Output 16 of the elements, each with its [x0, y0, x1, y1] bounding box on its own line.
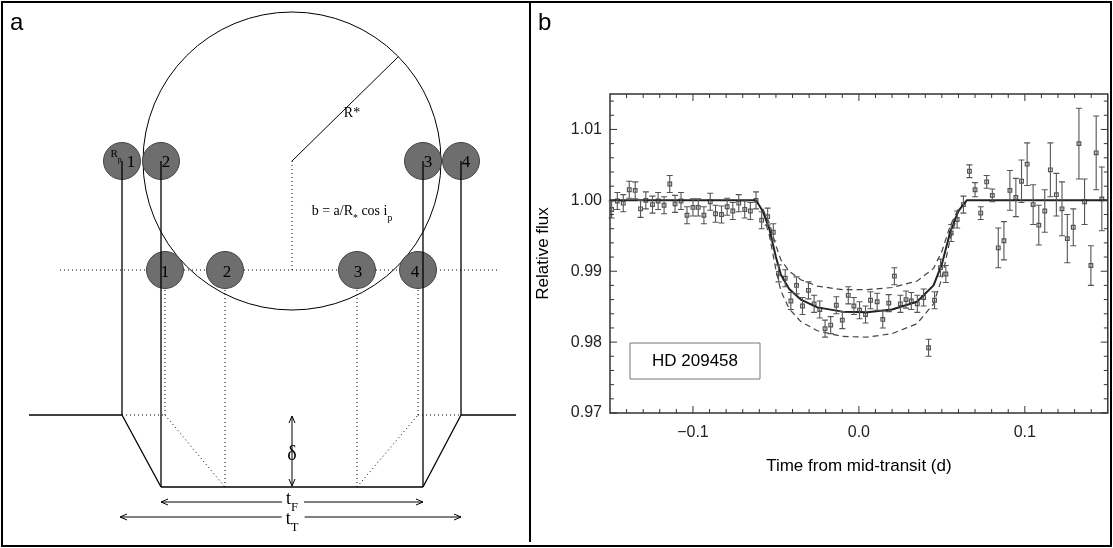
x-axis-title: Time from mid-transit (d) [766, 456, 952, 475]
line-series [762, 208, 960, 291]
text: a [10, 8, 24, 35]
y-tick-label: 0.99 [570, 261, 603, 279]
annotation: HD 209458 [651, 350, 739, 370]
y-tick-label: 0.97 [570, 403, 603, 421]
text: R* [343, 105, 361, 120]
y-tick-label: 1.01 [570, 119, 603, 137]
x-tick-label: −0.1 [677, 423, 709, 441]
chart-title: b [538, 8, 552, 35]
y-tick-label: 0.98 [570, 332, 603, 350]
x-tick-label: 0.0 [847, 423, 871, 441]
x-tick-label: 0.1 [1013, 423, 1037, 441]
y-axis-title: Relative flux [533, 206, 552, 300]
text: δ [287, 442, 297, 464]
y-tick-label: 1.00 [570, 190, 603, 208]
